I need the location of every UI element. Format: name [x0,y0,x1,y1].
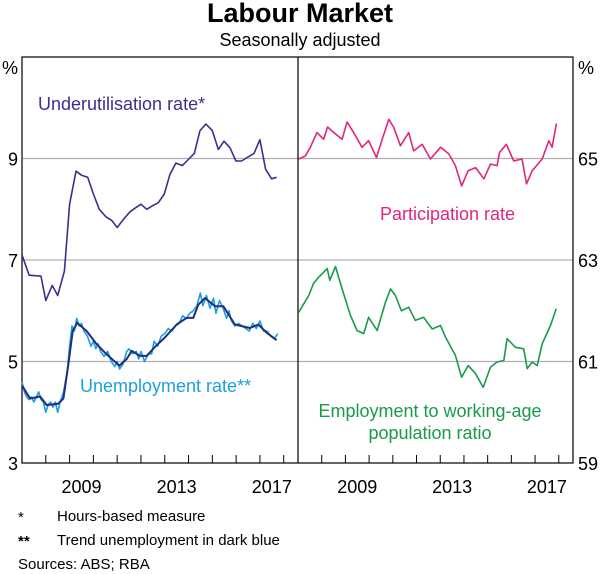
x-tick-label: 2017 [252,477,292,497]
series-label-underutilisation: Underutilisation rate* [38,94,205,114]
y-tick-label-right: 59 [578,454,598,474]
trend-unemployment-line [21,297,278,407]
y-unit-left: % [2,58,18,78]
x-tick-label: 2017 [527,477,567,497]
y-tick-label-left: 7 [8,251,18,271]
series-label-participation: Participation rate [380,204,515,224]
participation-line [298,118,558,187]
y-tick-label-right: 65 [578,150,598,170]
unemployment-line [21,292,279,414]
x-tick-label: 2013 [157,477,197,497]
sources-note: Sources: ABS; RBA [18,556,150,573]
footnote-text: Hours-based measure [57,508,206,525]
footnote-text: Trend unemployment in dark blue [57,532,280,549]
footnote-mark: ** [18,533,30,550]
chart-subtitle: Seasonally adjusted [219,30,381,50]
x-tick-label: 2009 [337,477,377,497]
y-unit-right: % [578,58,594,78]
y-tick-label-right: 63 [578,251,598,271]
y-tick-label-left: 3 [8,454,18,474]
series-label-unemployment: Unemployment rate** [80,376,251,396]
underutilisation-line [21,123,277,302]
y-tick-label-left: 5 [8,353,18,373]
employment-ratio-line [298,265,557,389]
x-tick-label: 2009 [61,477,101,497]
y-tick-label-right: 61 [578,353,598,373]
y-tick-label-left: 9 [8,150,18,170]
x-tick-label: 2013 [432,477,472,497]
series-label-employment-ratio: Employment to working-age [318,401,541,421]
series-label-employment-ratio: population ratio [368,423,491,443]
footnote-mark: * [18,509,24,526]
chart-title: Labour Market [206,0,394,28]
